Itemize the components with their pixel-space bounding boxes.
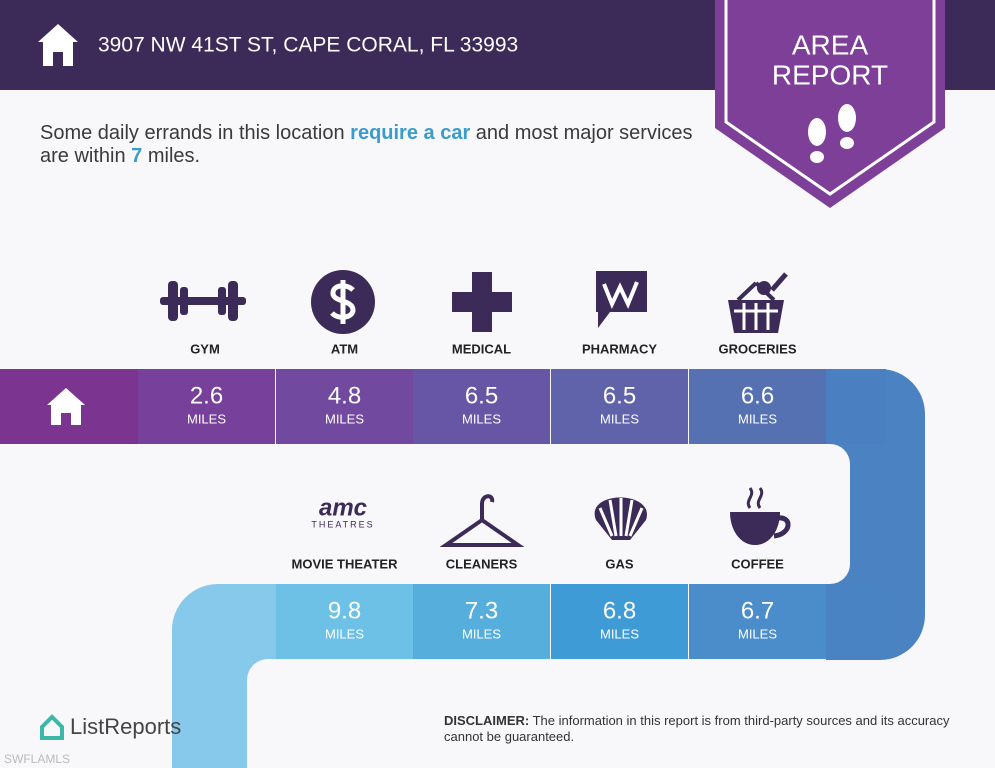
gym-icon	[160, 281, 246, 321]
service-label: GYM	[190, 341, 220, 356]
service-label: COFFEE	[731, 556, 784, 571]
atm-icon	[311, 270, 375, 334]
service-label: GROCERIES	[718, 341, 796, 356]
disclaimer: DISCLAIMER: The information in this repo…	[444, 713, 964, 745]
intro-text: and most major services are within	[40, 122, 693, 167]
medical-icon	[452, 272, 512, 332]
distance-value: 6.7	[741, 597, 774, 624]
distance-unit: MILES	[600, 626, 639, 641]
service-label: GAS	[605, 556, 634, 571]
pharmacy-icon	[596, 271, 647, 328]
distance-value: 4.8	[328, 382, 361, 409]
distance-value: 6.5	[603, 382, 636, 409]
distance-unit: MILES	[325, 411, 364, 426]
distance-unit: MILES	[738, 626, 777, 641]
distance-cell	[276, 584, 413, 659]
distance-unit: MILES	[462, 626, 501, 641]
groceries-icon	[728, 272, 788, 333]
service-label: PHARMACY	[582, 341, 657, 356]
service-icons	[160, 270, 791, 547]
intro-text: Some daily errands in this location	[40, 122, 351, 144]
intro: Some daily errands in this location requ…	[40, 122, 700, 168]
track-segment	[826, 584, 886, 659]
track-inner	[0, 444, 850, 584]
distance-cell	[413, 369, 550, 444]
distance-value: 6.6	[741, 382, 774, 409]
address: 3907 NW 41ST ST, CAPE CORAL, FL 33993	[98, 34, 518, 57]
footprints-icon	[808, 104, 856, 163]
service-label: MOVIE THEATER	[292, 556, 399, 571]
track-start	[172, 584, 276, 768]
track-segment	[826, 369, 886, 444]
brand: ListReports	[70, 714, 181, 739]
distance-unit: MILES	[462, 411, 501, 426]
badge-line1: AREA	[792, 29, 869, 60]
intro-text: miles.	[142, 145, 201, 167]
service-label: CLEANERS	[446, 556, 518, 571]
disclaimer-text: The information in this report is from t…	[444, 713, 950, 744]
service-label: MEDICAL	[452, 341, 511, 356]
cleaners-icon	[439, 494, 525, 547]
intro-miles: 7	[131, 145, 143, 167]
coffee-icon	[730, 487, 791, 545]
badge-line2: REPORT	[772, 59, 888, 90]
distance-cell	[276, 369, 413, 444]
amc-logo: amc	[319, 494, 367, 521]
watermark: SWFLAMLS	[4, 752, 71, 766]
disclaimer-label: DISCLAIMER:	[444, 713, 530, 728]
distance-value: 9.8	[328, 597, 361, 624]
home-icon	[38, 24, 78, 66]
home-icon	[47, 388, 85, 425]
service-label: ATM	[331, 341, 358, 356]
distance-cell	[551, 584, 688, 659]
list-reports-logo	[40, 714, 64, 740]
distance-value: 6.8	[603, 597, 636, 624]
distance-unit: MILES	[600, 411, 639, 426]
distance-cell	[689, 584, 826, 659]
distance-value: 2.6	[190, 382, 223, 409]
distance-unit: MILES	[738, 411, 777, 426]
distance-cell	[413, 584, 550, 659]
distance-cell	[138, 369, 275, 444]
distance-value: 7.3	[465, 597, 498, 624]
distance-unit: MILES	[187, 411, 226, 426]
intro-highlight: require a car	[350, 122, 471, 144]
distance-cell	[551, 369, 688, 444]
distance-cell	[689, 369, 826, 444]
distance-value: 6.5	[465, 382, 498, 409]
gas-icon	[594, 497, 647, 540]
badge-border	[724, 0, 936, 196]
amc-logo-sub: THEATRES	[311, 519, 374, 529]
distance-unit: MILES	[325, 626, 364, 641]
